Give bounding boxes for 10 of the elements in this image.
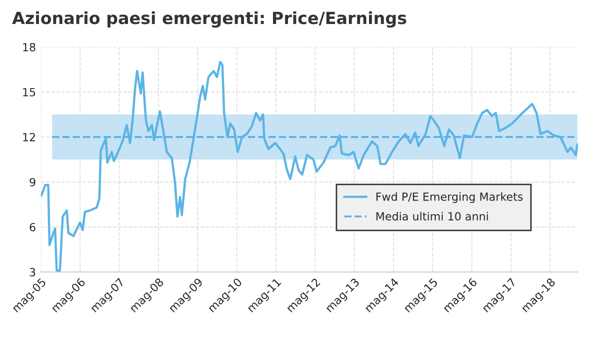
y-tick-label: 18	[23, 42, 36, 52]
y-tick-label: 15	[23, 88, 36, 96]
chart-title: Azionario paesi emergenti: Price/Earnings	[12, 11, 406, 28]
y-tick-label: 12	[23, 132, 35, 142]
y-tick-label: 6	[30, 222, 36, 232]
legend-label: Media ultimi 10 anni	[376, 212, 488, 221]
line-series	[40, 60, 578, 272]
y-tick-label: 3	[30, 268, 36, 276]
y-tick-label: 9	[30, 178, 36, 186]
legend-label: Fwd P/E Emerging Markets	[376, 192, 523, 204]
